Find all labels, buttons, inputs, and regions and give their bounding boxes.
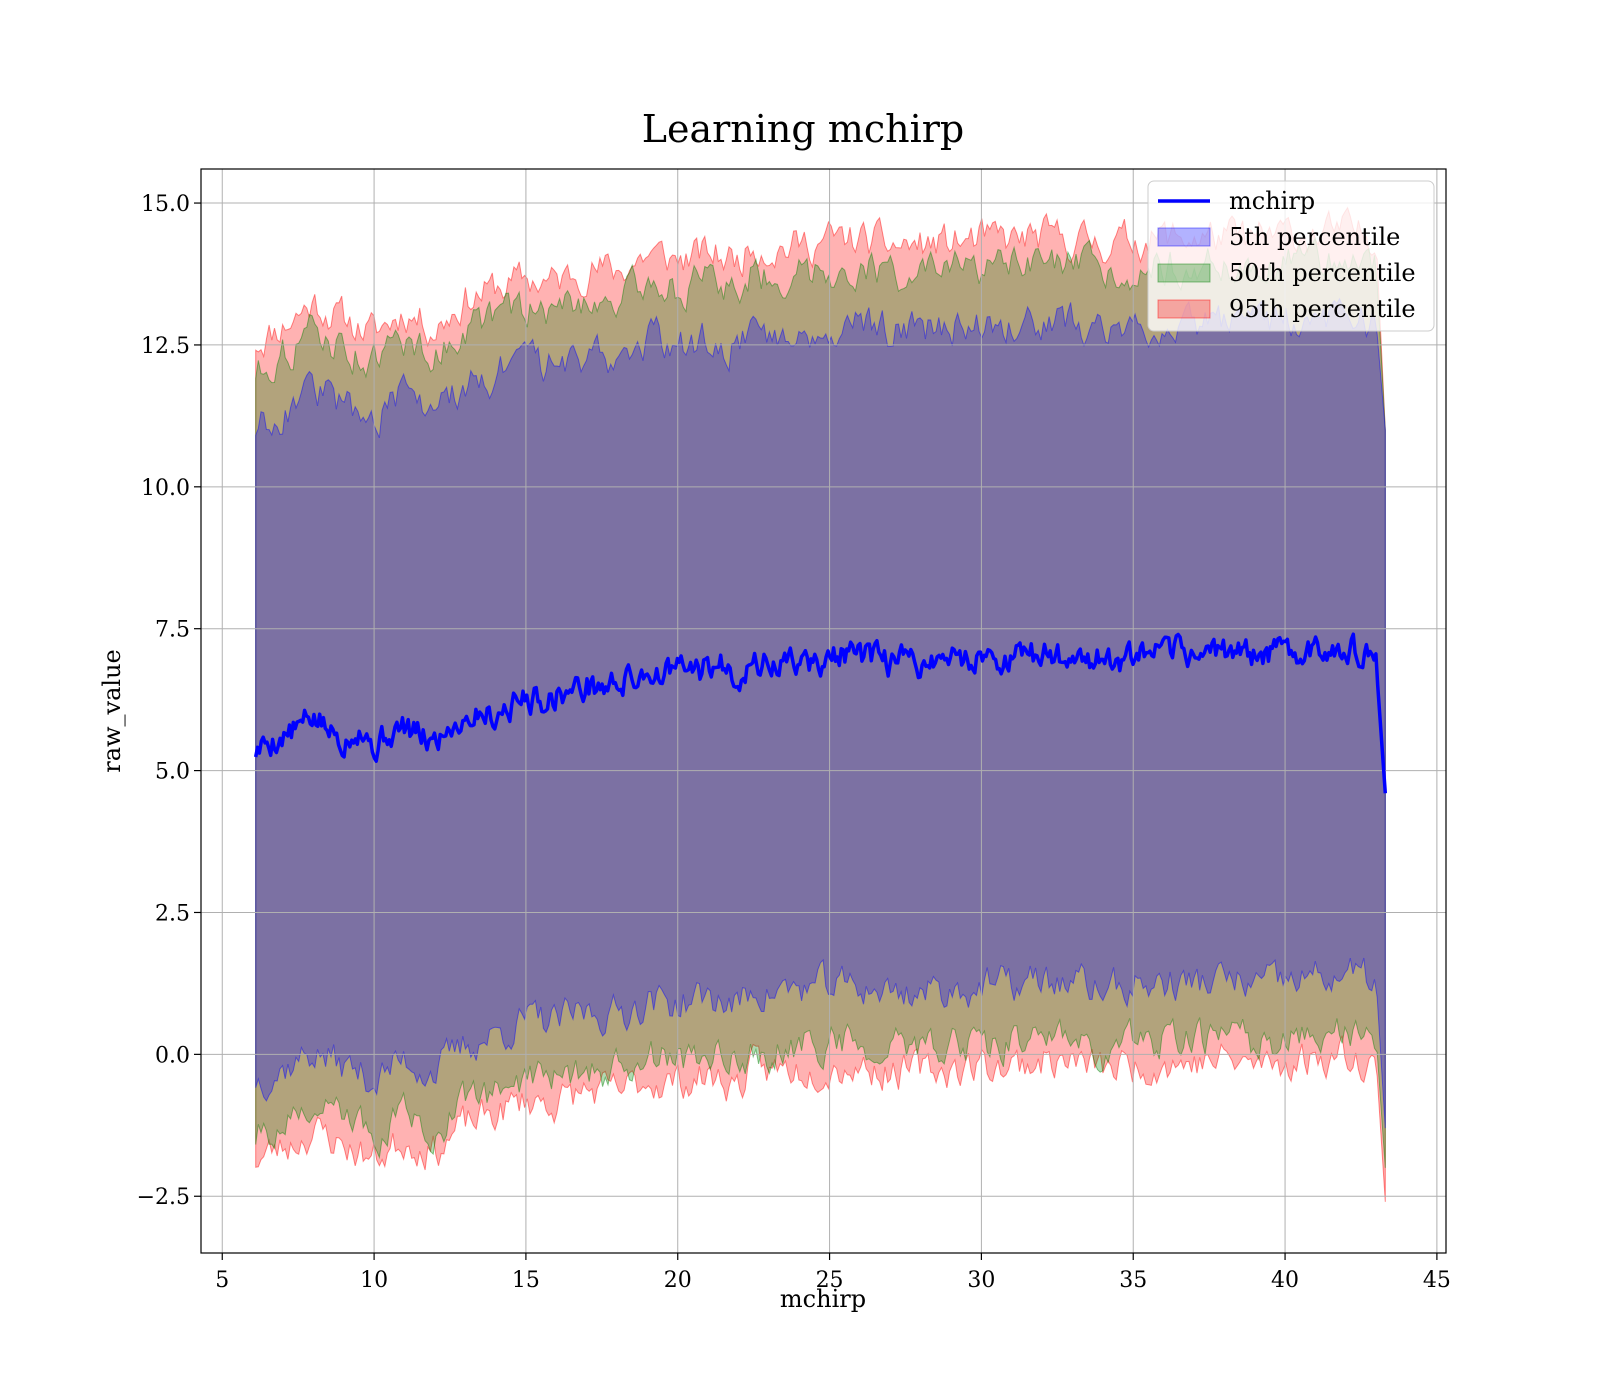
y-tick-label: 0.0 — [155, 1043, 190, 1068]
y-axis-label: raw_value — [98, 649, 126, 773]
legend-swatch-95th — [1157, 299, 1211, 319]
x-tick-label: 10 — [360, 1268, 388, 1293]
legend-label-95th: 95th percentile — [1229, 295, 1416, 323]
y-tick-label: 5.0 — [155, 760, 190, 785]
x-tick-label: 35 — [1119, 1268, 1147, 1293]
legend-label-mchirp: mchirp — [1229, 187, 1315, 215]
band-50th-percentile — [255, 236, 1386, 1168]
x-tick-label: 25 — [816, 1268, 844, 1293]
y-tick-label: 10.0 — [141, 476, 190, 501]
legend-box — [1147, 180, 1435, 332]
legend: mchirp 5th percentile 50th percentile 95… — [1147, 180, 1435, 332]
y-tick-label: 7.5 — [155, 618, 190, 643]
line-layer — [253, 632, 1388, 794]
legend-swatch-5th — [1157, 227, 1211, 247]
plot-frame — [200, 168, 1447, 1254]
x-tick-label: 40 — [1271, 1268, 1299, 1293]
y-tick-label: 2.5 — [155, 901, 190, 926]
x-axis-label: mchirp — [780, 1285, 866, 1313]
x-tick-label: 5 — [215, 1268, 229, 1293]
ticks: 5 10 15 20 25 30 35 40 45 −2.5 0.0 2.5 5.0 7.5 10.0 12.… — [137, 192, 1451, 1293]
series-line-mchirp — [253, 632, 1388, 794]
legend-swatch-50th — [1157, 263, 1211, 283]
x-tick-label: 15 — [512, 1268, 540, 1293]
legend-label-50th: 50th percentile — [1229, 259, 1416, 287]
x-tick-label: 30 — [967, 1268, 995, 1293]
chart-title: Learning mchirp — [642, 107, 964, 151]
y-tick-label: −2.5 — [137, 1185, 190, 1210]
x-tick-label: 45 — [1423, 1268, 1451, 1293]
grid — [201, 169, 1446, 1253]
legend-label-5th: 5th percentile — [1229, 223, 1400, 251]
band-5th-percentile — [255, 297, 1386, 1129]
x-tick-label: 20 — [664, 1268, 692, 1293]
band-95th-percentile — [255, 206, 1386, 1202]
y-tick-label: 12.5 — [141, 334, 190, 359]
plot-area — [255, 206, 1386, 1202]
y-tick-label: 15.0 — [141, 192, 190, 217]
